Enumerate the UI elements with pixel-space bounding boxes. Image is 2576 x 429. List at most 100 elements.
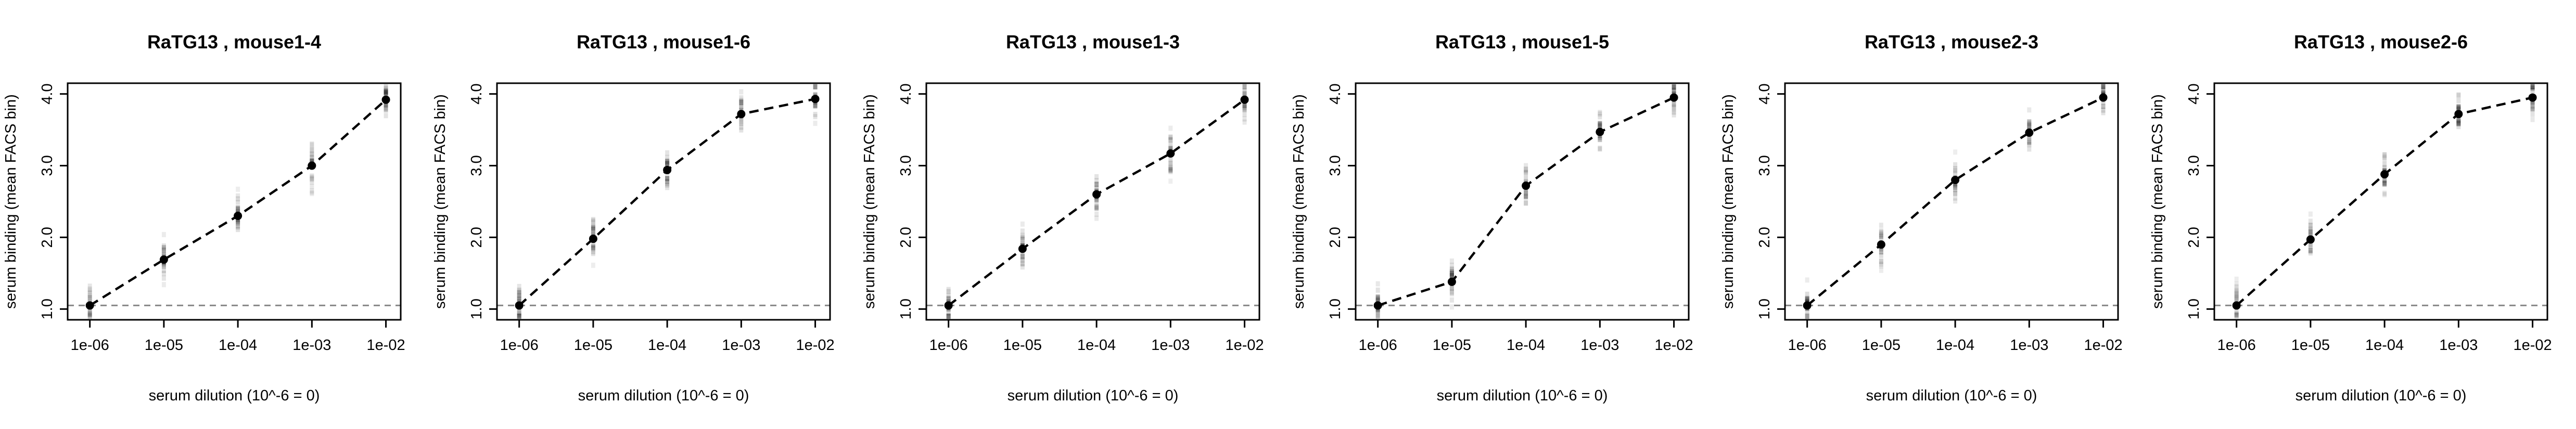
raw-distribution-mark: [591, 242, 595, 248]
raw-distribution-mark: [384, 89, 388, 95]
raw-distribution-mark: [1672, 85, 1676, 90]
raw-distribution-mark: [517, 290, 521, 295]
raw-distribution-mark: [310, 188, 314, 194]
raw-distribution-mark: [1805, 308, 1809, 314]
raw-distribution-mark: [591, 225, 595, 231]
raw-distribution-mark: [665, 185, 670, 190]
raw-distribution-mark: [1598, 136, 1602, 142]
raw-distribution-mark: [2530, 85, 2535, 91]
raw-distribution-mark: [384, 87, 388, 93]
y-tick-label: 3.0: [1756, 155, 1773, 176]
y-tick-label: 3.0: [39, 155, 56, 176]
raw-distribution-mark: [665, 161, 670, 167]
raw-distribution-mark: [2101, 90, 2106, 96]
raw-distribution-mark: [1242, 107, 1247, 113]
raw-distribution-mark: [591, 245, 595, 251]
raw-distribution-mark: [517, 290, 521, 295]
raw-distribution-mark: [2234, 294, 2239, 300]
raw-distribution-mark: [1242, 92, 1247, 97]
x-tick-label: 1e-05: [1433, 337, 1471, 354]
raw-distribution-mark: [236, 227, 240, 232]
data-point: [1669, 93, 1678, 102]
raw-distribution-mark: [1879, 223, 1883, 228]
data-point: [1373, 301, 1382, 310]
raw-distribution-mark: [1375, 296, 1380, 302]
raw-distribution-mark: [813, 84, 818, 89]
raw-distribution-mark: [2234, 295, 2239, 301]
raw-distribution-mark: [1094, 205, 1099, 211]
raw-distribution-mark: [739, 121, 744, 127]
data-point: [381, 95, 390, 104]
raw-distribution-mark: [1879, 233, 1883, 239]
raw-distribution-mark: [2234, 311, 2239, 317]
raw-distribution-mark: [2456, 106, 2461, 112]
y-tick-label: 2.0: [468, 227, 485, 248]
raw-distribution-mark: [161, 282, 166, 288]
raw-distribution-mark: [161, 268, 166, 274]
data-point: [85, 301, 94, 310]
raw-distribution-mark: [2308, 230, 2313, 236]
raw-distribution-mark: [665, 176, 670, 181]
raw-distribution-mark: [517, 309, 521, 315]
raw-distribution-mark: [1598, 121, 1602, 127]
raw-distribution-mark: [813, 84, 818, 89]
raw-distribution-mark: [1168, 134, 1173, 140]
x-tick-label: 1e-04: [219, 337, 257, 354]
raw-distribution-mark: [1879, 231, 1883, 237]
raw-distribution-mark: [1168, 146, 1173, 151]
data-point: [2232, 301, 2241, 310]
raw-distribution-mark: [161, 264, 166, 269]
raw-distribution-mark: [2308, 228, 2313, 234]
raw-distribution-mark: [1020, 261, 1025, 267]
raw-distribution-mark: [1242, 119, 1247, 125]
raw-distribution-mark: [1375, 298, 1380, 304]
raw-distribution-mark: [384, 85, 388, 91]
x-axis-label: serum dilution (10^-6 = 0): [1866, 387, 2037, 404]
raw-distribution-mark: [517, 313, 521, 319]
raw-distribution-mark: [1449, 273, 1454, 279]
raw-distribution-mark: [1094, 178, 1099, 184]
raw-distribution-mark: [1672, 88, 1676, 94]
raw-distribution-mark: [946, 295, 951, 301]
raw-distribution-mark: [2308, 242, 2313, 248]
raw-distribution-mark: [1524, 200, 1528, 206]
raw-distribution-mark: [2530, 86, 2535, 92]
raw-distribution-mark: [384, 89, 388, 95]
raw-distribution-mark: [946, 296, 951, 302]
raw-distribution-mark: [665, 175, 670, 181]
raw-distribution-mark: [1375, 294, 1380, 300]
x-tick-label: 1e-02: [796, 337, 834, 354]
raw-distribution-mark: [2308, 229, 2313, 235]
raw-distribution-mark: [1094, 181, 1099, 187]
data-point: [1522, 181, 1531, 190]
raw-distribution-mark: [946, 292, 951, 298]
raw-distribution-mark: [813, 103, 818, 109]
raw-distribution-mark: [87, 295, 92, 301]
raw-distribution-mark: [1953, 181, 1958, 187]
y-axis-label: serum binding (mean FACS bin): [861, 94, 878, 309]
plot-frame: [496, 82, 831, 321]
raw-distribution-mark: [739, 103, 744, 109]
data-point: [1092, 190, 1101, 199]
raw-distribution-mark: [87, 290, 92, 296]
raw-distribution-mark: [2382, 152, 2387, 158]
raw-distribution-mark: [1672, 84, 1676, 89]
raw-distribution-mark: [1449, 266, 1454, 272]
raw-distribution-mark: [2382, 162, 2387, 167]
raw-distribution-mark: [591, 231, 595, 237]
data-point: [1166, 149, 1175, 158]
raw-distribution-mark: [946, 314, 951, 319]
raw-distribution-mark: [1168, 165, 1173, 171]
raw-distribution-mark: [1449, 271, 1454, 277]
raw-distribution-mark: [1168, 160, 1173, 166]
x-tick-label: 1e-03: [292, 337, 331, 354]
raw-distribution-mark: [739, 116, 744, 122]
raw-distribution-mark: [310, 158, 314, 163]
raw-distribution-mark: [1168, 163, 1173, 168]
raw-distribution-mark: [2456, 118, 2461, 123]
raw-distribution-mark: [946, 314, 951, 319]
raw-distribution-mark: [1805, 314, 1809, 319]
raw-distribution-mark: [2308, 222, 2313, 228]
